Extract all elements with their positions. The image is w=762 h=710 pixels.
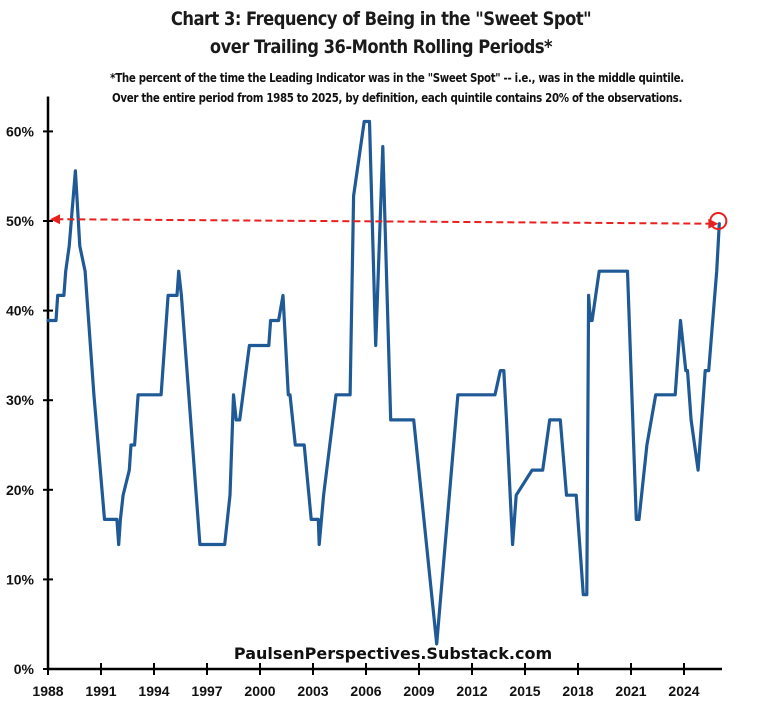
y-tick-label: 30% [6, 392, 35, 408]
reference-arrowhead-left [50, 214, 60, 225]
y-tick-label: 40% [6, 303, 35, 319]
series-layer [46, 119, 721, 646]
series-line [46, 119, 721, 646]
highlight-circle [709, 212, 728, 230]
y-tick-label: 0% [14, 661, 35, 677]
chart-title: Chart 3: Frequency of Being in the "Swee… [170, 8, 592, 30]
chart-title-line2: over Trailing 36-Month Rolling Periods* [209, 36, 553, 58]
axes: 0% 10% 20% 30% 40% 50% 60% 1988 1991 1994 1997 2000… [6, 96, 722, 699]
x-tick-label: 2015 [509, 683, 540, 699]
chart-subtitle-line2: Over the entire period from 1985 to 2025… [111, 90, 683, 105]
x-tick-label: 2009 [403, 683, 434, 699]
reference-arrow-line [57, 218, 713, 225]
x-tick-label: 1997 [191, 683, 222, 699]
chart-subtitle-line1: *The percent of the time the Leading Ind… [110, 70, 684, 85]
x-tick-label: 1991 [85, 683, 116, 699]
x-tick-label: 2018 [562, 683, 593, 699]
x-tick-label: 2024 [668, 683, 699, 699]
watermark: PaulsenPerspectives.Substack.com [234, 644, 552, 663]
annotation-layer [50, 212, 728, 230]
x-tick-label: 1988 [32, 683, 63, 699]
y-tick-label: 60% [6, 123, 35, 139]
y-tick-label: 10% [6, 571, 35, 587]
x-tick-label: 2006 [350, 683, 381, 699]
x-tick-label: 2021 [615, 683, 646, 699]
y-tick-label: 50% [6, 213, 35, 229]
x-tick-label: 2000 [244, 683, 275, 699]
x-tick-label: 1994 [138, 683, 169, 699]
x-tick-label: 2012 [456, 683, 487, 699]
y-tick-label: 20% [6, 482, 35, 498]
x-tick-label: 2003 [297, 683, 328, 699]
